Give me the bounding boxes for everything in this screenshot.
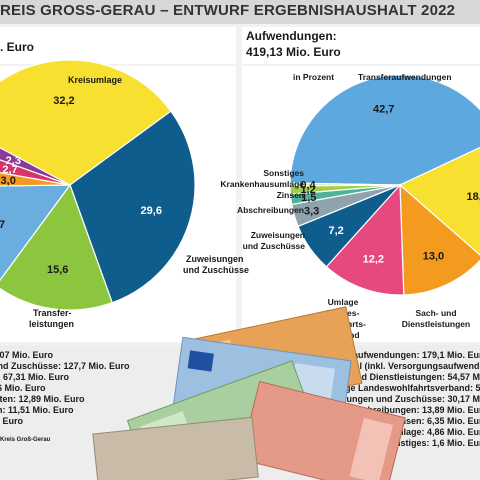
page-title: REIS GROSS-GERAU – ENTWURF ERGEBNISHAUSH… [0,2,456,19]
aufwendungen-value-label: 1,2 [300,184,315,196]
ertraege-slice [0,59,172,186]
aufwendungen-list-item: Zinsen: 6,35 Mio. Euro [392,416,480,426]
ertraege-slice [0,184,72,282]
ertraege-list-item: n: 67,31 Mio. Euro [0,372,70,382]
ertraege-slice [69,110,196,304]
label-sonstiges: Sonstiges [263,168,304,178]
aufwendungen-value-label: 18,4 [467,191,480,203]
ertraege-list-item: 0,07 Mio. Euro [0,350,54,360]
label-umlage-l4: verband [326,330,359,340]
right-header-label: Aufwendungen: [246,29,337,43]
label-sach-l1: Sach- und [415,308,456,318]
label-umlage-l2: Landes- [327,308,360,318]
label-zinsen: Zinsen [277,190,304,200]
right-header-total: 419,13 Mio. Euro [246,45,341,59]
aufwendungen-value-label: 0,4 [300,180,316,192]
aufwendungen-slice [325,183,405,296]
aufwendungen-list-item: Krankenhausumlage: 4,86 Mio. Euro [332,427,480,437]
label-zuweisungen-r-l1: Zuweisungen [251,230,305,240]
ertraege-list-item: o. Euro [0,416,23,426]
aufwendungen-value-label: 3,3 [304,206,319,218]
label-transferaufwendungen: Transferaufwendungen [358,72,452,82]
ertraege-value-label: 2,3 [6,155,21,167]
ertraege-list-item: und Zuschüsse: 127,7 Mio. Euro [0,361,130,371]
ertraege-value-label: 15,6 [47,264,68,276]
aufwendungen-slice [289,74,480,186]
pie-chart-ertraege: 32,2 29,6 15,6 14,7 3,02,72,3 [0,59,196,311]
ertraege-list-item: 56 Mio. Euro [0,383,46,393]
ertraege-list-item: en: 11,51 Mio. Euro [0,405,74,415]
left-header-total: . Euro [0,40,35,54]
aufwendungen-list: Transferaufwendungen: 179,1 Mio. Euro Per… [308,350,480,449]
label-zuweisungen-r-l2: und Zuschüsse [243,241,306,251]
ertraege-value-label: 3,0 [1,175,16,187]
ertraege-value-label: 14,7 [0,219,5,231]
ertraege-value-label: 32,2 [53,95,74,107]
left-panel-header: . Euro [0,27,236,64]
ertraege-value-label: 2,7 [2,164,17,176]
label-transfer-l2: leistungen [29,319,74,329]
aufwendungen-list-item: Sonstiges: 1,6 Mio. Euro [383,438,480,448]
label-kreisumlage: Kreisumlage [68,75,122,85]
aufwendungen-value-label: 7,2 [328,225,343,237]
label-transfer-l1: Transfer- [33,308,72,318]
source-credit: Kreis Groß-Gerau [0,437,51,443]
aufwendungen-value-label: 42,7 [373,104,394,116]
label-umlage-l3: wohlfahrts- [319,319,366,329]
right-panel-header: Aufwendungen: 419,13 Mio. Euro [242,27,480,64]
ertraege-list-item: isten: 12,89 Mio. Euro [0,394,85,404]
label-sach-l2: Dienstleistungen [402,319,470,329]
aufwendungen-list-item: Umlage Landeswohlfahrtsverband: 51, [322,383,480,393]
aufwendungen-list-item: Transferaufwendungen: 179,1 Mio. Euro [317,350,480,360]
label-abschreibungen: Abschreibungen [237,205,304,215]
aufwendungen-list-item: Personal (inkl. Versorgungsaufwend.): [323,361,480,371]
aufwendungen-value-label: 12,2 [363,253,384,265]
aufwendungen-list-item: Zuweisungen und Zuschüsse: 30,17 Mio [315,394,480,404]
aufwendungen-value-label: 13,0 [423,250,444,262]
aufwendungen-value-label: 1,5 [301,192,316,204]
aufwendungen-list-item: Sach- und Dienstleistungen: 54,57 Mio [323,372,480,382]
label-umlage-l1: Umlage [328,297,359,307]
aufwendungen-slice [289,182,401,187]
label-zuweisungen-l2: und Zuschüsse [183,265,249,275]
ertraege-value-label: 29,6 [141,205,162,217]
ertraege-slice [0,147,71,186]
pie-chart-aufwendungen: 42,7 18,4 13,0 12,2 7,2 3,3 1,51,20,4 [289,74,480,296]
label-zuweisungen-l1: Zuweisungen [186,254,244,264]
ertraege-slice [0,183,113,311]
aufwendungen-list-item: Abschreibungen: 13,89 Mio. Euro [345,405,480,415]
title-bar: REIS GROSS-GERAU – ENTWURF ERGEBNISHAUSH… [0,0,480,24]
aufwendungen-slice [398,146,480,256]
label-krankenhausumlage: Krankenhausumlage [220,179,304,189]
unit-note: in Prozent [293,72,334,82]
